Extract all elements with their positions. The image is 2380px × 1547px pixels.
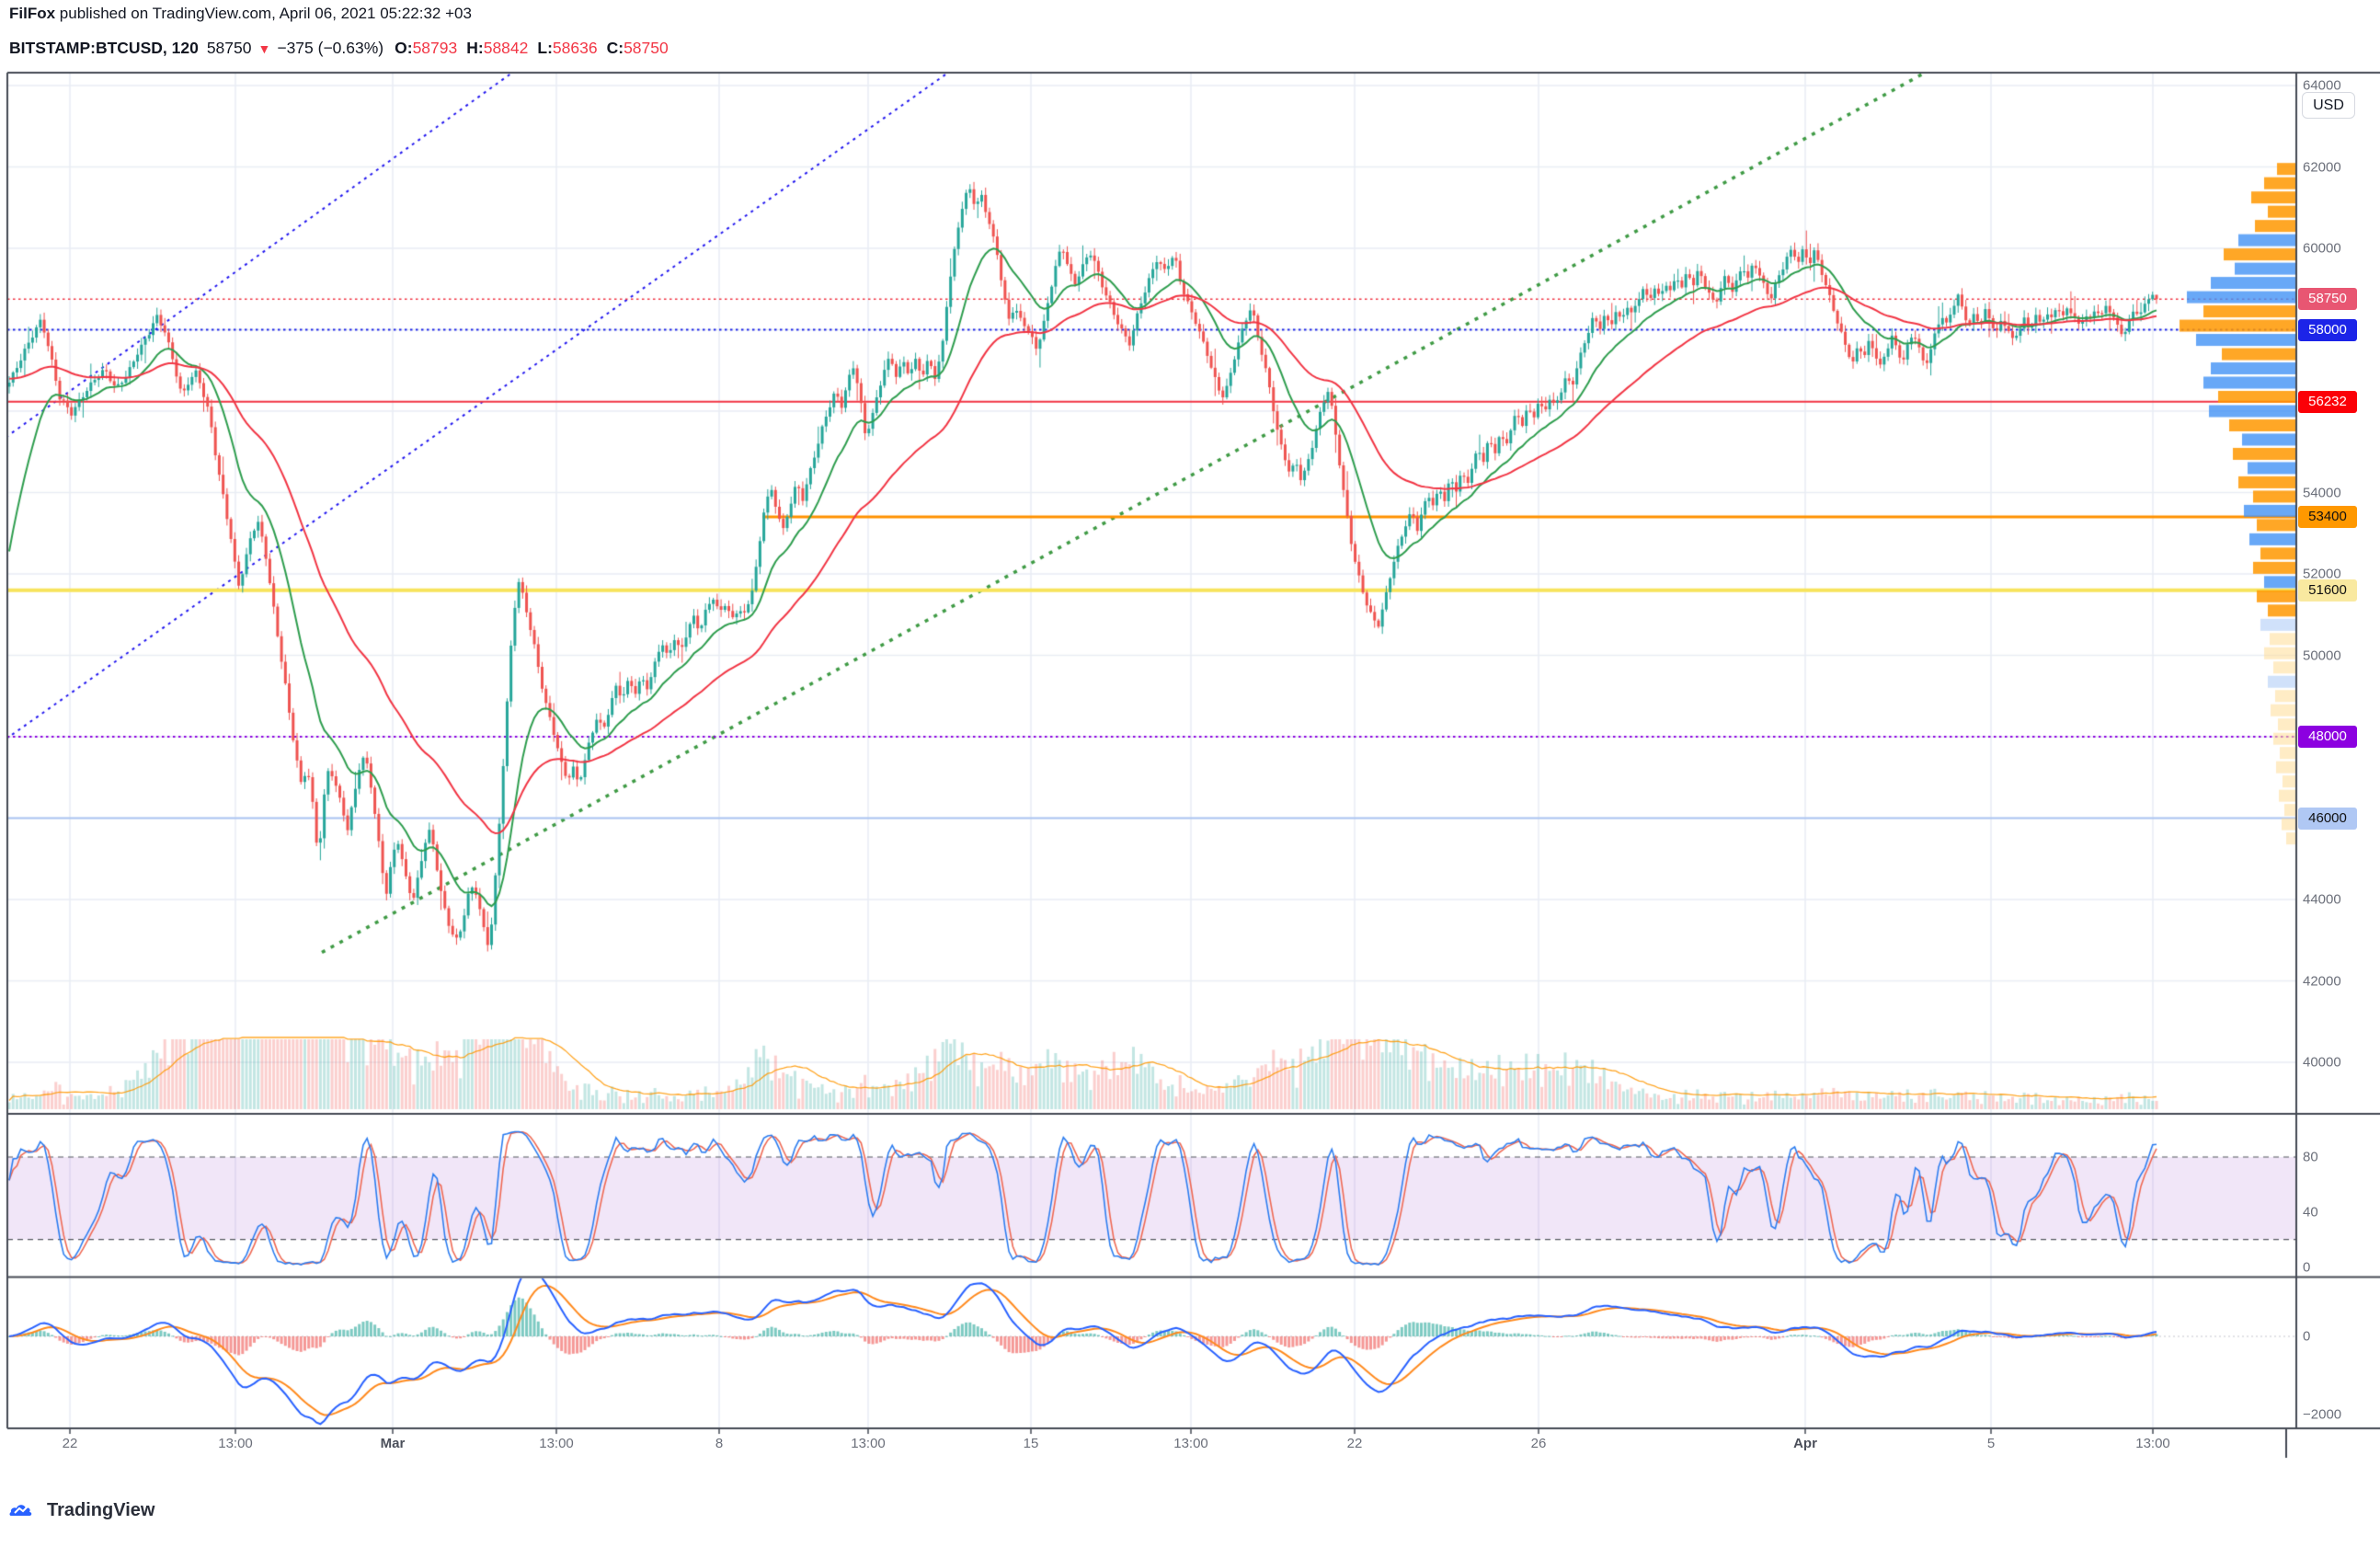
time-tick-13:00: 13:00	[218, 1436, 253, 1451]
price-badge-58000[interactable]: 58000	[2298, 318, 2357, 341]
price-badge-58750[interactable]: 58750	[2298, 288, 2357, 311]
open-label: O:	[395, 39, 413, 57]
stoch-tick-80: 80	[2303, 1149, 2318, 1165]
price-tick-54000: 54000	[2303, 485, 2341, 500]
price-tick-40000: 40000	[2303, 1054, 2341, 1071]
macd-tick-−2000: −2000	[2303, 1406, 2342, 1423]
down-arrow-icon: ▼	[257, 41, 271, 56]
publish-caption: FilFox published on TradingView.com, Apr…	[9, 5, 472, 23]
close-label: C:	[606, 39, 624, 57]
price-badge-56232[interactable]: 56232	[2298, 390, 2357, 413]
tradingview-logo-icon	[9, 1505, 32, 1516]
symbol-title[interactable]: BITSTAMP:BTCUSD, 120	[9, 39, 199, 57]
price-tick-60000: 60000	[2303, 240, 2341, 257]
time-tick-Apr: Apr	[1793, 1436, 1817, 1451]
stoch-tick-40: 40	[2303, 1204, 2318, 1220]
time-tick-13:00: 13:00	[851, 1436, 886, 1451]
time-tick-8: 8	[715, 1436, 724, 1451]
time-tick-Mar: Mar	[380, 1436, 406, 1451]
low-label: L:	[537, 39, 553, 57]
last-price: 58750	[206, 39, 252, 57]
price-badge-51600[interactable]: 51600	[2298, 579, 2357, 602]
close-value: 58750	[624, 39, 669, 57]
time-tick-13:00: 13:00	[1173, 1436, 1208, 1451]
time-tick-15: 15	[1023, 1436, 1039, 1451]
stoch-tick-0: 0	[2303, 1259, 2311, 1275]
time-tick-5: 5	[1986, 1436, 1996, 1451]
price-badge-53400[interactable]: 53400	[2298, 506, 2357, 529]
time-tick-22: 22	[1346, 1436, 1363, 1451]
publish-info: published on TradingView.com, April 06, …	[55, 5, 472, 22]
high-label: H:	[466, 39, 484, 57]
price-badge-48000[interactable]: 48000	[2298, 726, 2357, 748]
currency-button[interactable]: USD	[2302, 92, 2355, 119]
low-value: 58636	[552, 39, 598, 57]
open-value: 58793	[412, 39, 458, 57]
price-tick-52000: 52000	[2303, 566, 2341, 582]
price-change: −375 (−0.63%)	[277, 39, 384, 57]
time-tick-13:00: 13:00	[2135, 1436, 2170, 1451]
price-tick-50000: 50000	[2303, 647, 2341, 663]
time-tick-13:00: 13:00	[539, 1436, 574, 1451]
macd-tick-0: 0	[2303, 1328, 2311, 1345]
time-tick-22: 22	[62, 1436, 78, 1451]
price-tick-64000: 64000	[2303, 77, 2341, 94]
high-value: 58842	[483, 39, 529, 57]
price-tick-44000: 44000	[2303, 891, 2341, 908]
symbol-ohlc-line: BITSTAMP:BTCUSD, 120 58750 ▼ −375 (−0.63…	[9, 39, 678, 58]
time-tick-26: 26	[1530, 1436, 1547, 1451]
price-badge-46000[interactable]: 46000	[2298, 807, 2357, 830]
publisher-name: FilFox	[9, 5, 56, 22]
tradingview-logo[interactable]: TradingView	[9, 1499, 154, 1521]
price-tick-62000: 62000	[2303, 159, 2341, 175]
tradingview-logo-text: TradingView	[47, 1499, 155, 1520]
price-tick-42000: 42000	[2303, 973, 2341, 989]
